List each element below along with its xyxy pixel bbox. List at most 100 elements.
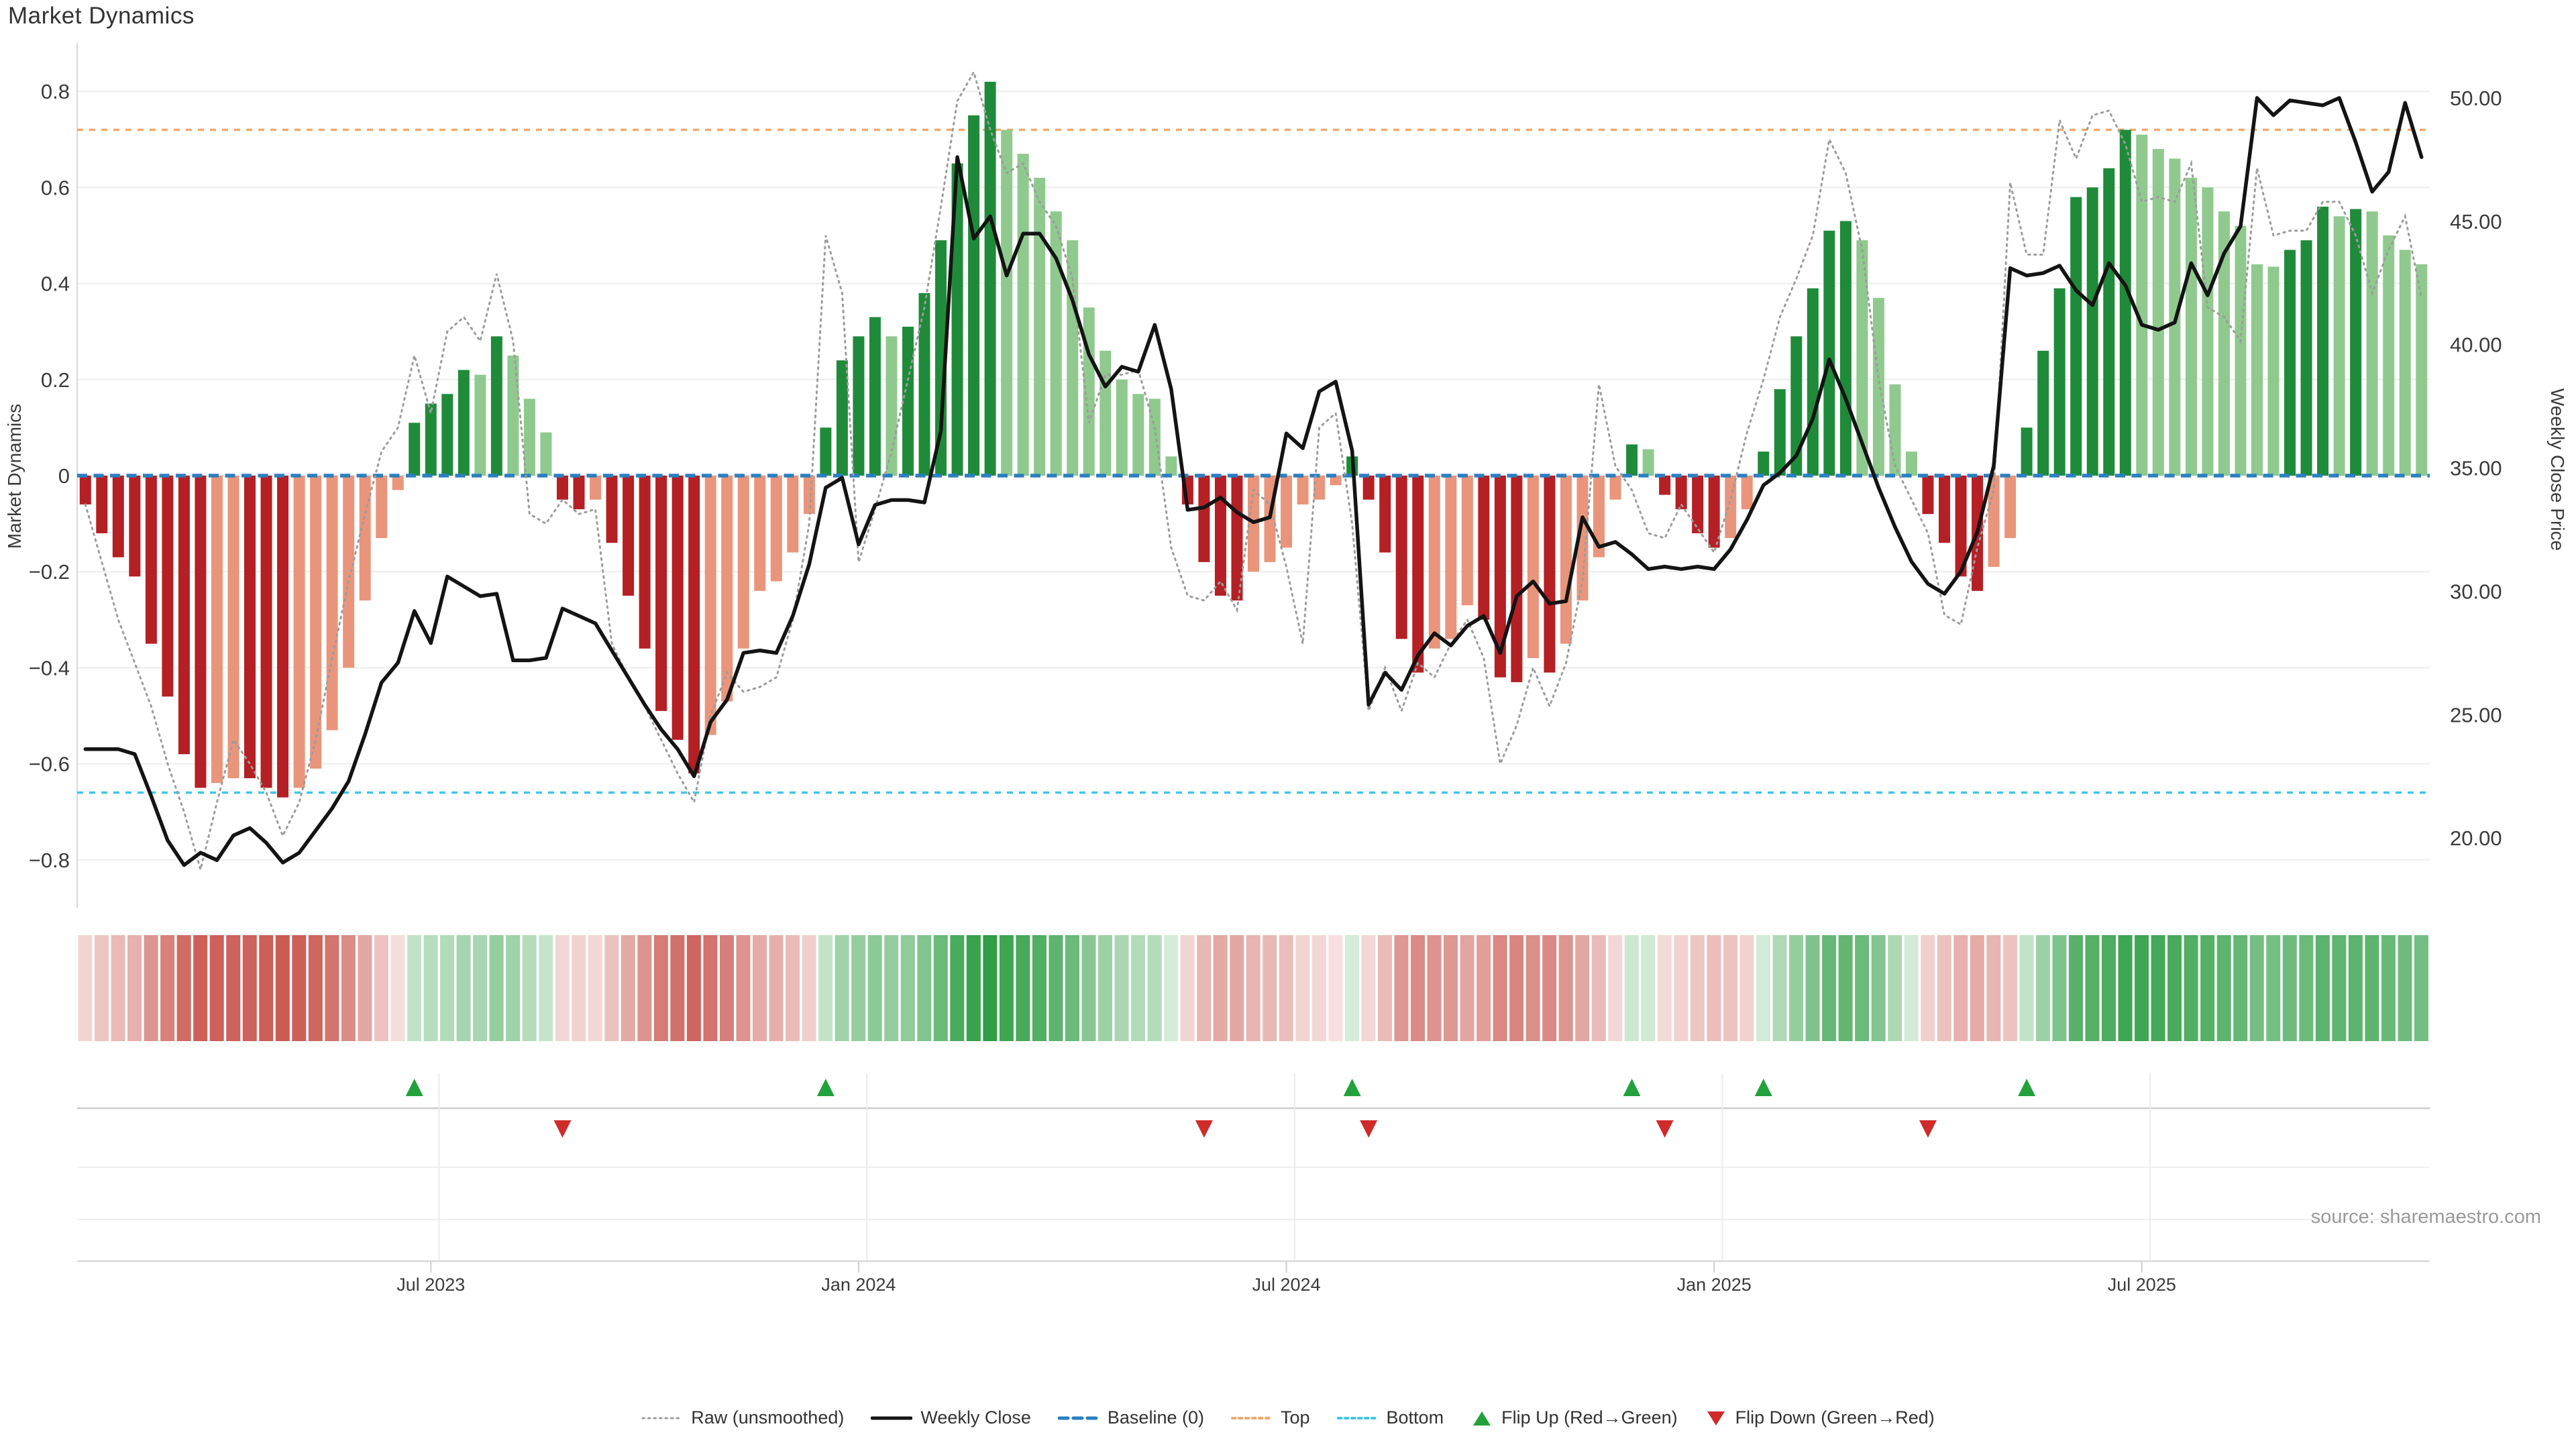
heatmap-cell: [127, 935, 142, 1041]
momentum-bar: [1544, 476, 1556, 673]
momentum-bar: [1872, 298, 1884, 476]
right-axis-tick-label: 30.00: [2450, 580, 2502, 603]
heatmap-cell: [851, 935, 866, 1041]
heatmap-cell: [1246, 935, 1260, 1041]
momentum-bar: [359, 476, 371, 601]
momentum-bar: [195, 476, 207, 788]
momentum-bar: [1494, 476, 1506, 678]
flip-up-marker: [1623, 1079, 1641, 1096]
heatmap-cell: [670, 935, 685, 1041]
momentum-bar: [1067, 240, 1079, 476]
heatmap-cell: [539, 935, 553, 1041]
momentum-bar: [704, 476, 716, 735]
momentum-bar: [1626, 444, 1638, 476]
heatmap-cell: [1377, 935, 1392, 1041]
momentum-bar: [1132, 394, 1144, 476]
momentum-bar: [573, 476, 585, 510]
momentum-bar: [754, 476, 766, 591]
heatmap-cell: [2315, 935, 2330, 1041]
momentum-bar: [2070, 197, 2082, 476]
momentum-bar: [1758, 451, 1770, 476]
left-axis-tick-label: 0: [58, 464, 70, 488]
flip-down-marker: [1919, 1120, 1937, 1138]
momentum-bar: [1790, 336, 1803, 476]
heatmap-cell: [917, 935, 932, 1041]
legend-item-label: Baseline (0): [1107, 1407, 1204, 1428]
heatmap-cell: [374, 935, 388, 1041]
momentum-bar: [672, 476, 684, 740]
flip-down-marker: [553, 1120, 572, 1138]
momentum-bar: [458, 370, 470, 476]
x-axis-tick-label: Jan 2025: [1677, 1275, 1752, 1295]
heatmap-cell: [1690, 935, 1705, 1041]
heatmap-cell: [2052, 935, 2067, 1041]
legend-item-flip-up: Flip Up (Red→Green): [1470, 1407, 1678, 1428]
momentum-bar: [820, 427, 832, 476]
heatmap-cell: [637, 935, 652, 1041]
heatmap-cell: [2118, 935, 2133, 1041]
momentum-bar: [1905, 451, 1917, 476]
momentum-bar: [1839, 221, 1851, 476]
heatmap-cell: [1756, 935, 1771, 1041]
momentum-bar: [951, 163, 963, 476]
momentum-bar: [540, 432, 552, 476]
right-axis-tick-label: 35.00: [2450, 457, 2502, 480]
heatmap-cell: [1739, 935, 1754, 1041]
heatmap-cell: [341, 935, 356, 1041]
momentum-bar: [968, 115, 980, 476]
momentum-bar: [326, 476, 338, 731]
heatmap-cell: [950, 935, 965, 1041]
momentum-bar: [1560, 476, 1572, 644]
legend-item-label: Weekly Close: [920, 1407, 1031, 1428]
heatmap-cell: [1311, 935, 1326, 1041]
momentum-bar: [376, 476, 388, 539]
heatmap-cell: [786, 935, 800, 1041]
left-axis-tick-label: −0.2: [29, 560, 70, 584]
momentum-bar: [606, 476, 618, 543]
heatmap-cell: [144, 935, 158, 1041]
momentum-bar: [145, 476, 157, 644]
heatmap-cell: [2249, 935, 2264, 1041]
momentum-bar: [2333, 216, 2345, 476]
momentum-bar: [556, 476, 568, 500]
heatmap-cell: [1164, 935, 1179, 1041]
momentum-bar: [1395, 476, 1407, 639]
heatmap-cell: [1295, 935, 1310, 1041]
heatmap-cell: [2299, 935, 2314, 1041]
momentum-bar: [623, 476, 635, 596]
heatmap-cell: [1888, 935, 1902, 1041]
heatmap-cell: [1641, 935, 1656, 1041]
momentum-bar: [507, 356, 519, 476]
momentum-bar: [2021, 427, 2033, 476]
momentum-bar: [2185, 178, 2197, 476]
flip-up-icon: [1473, 1411, 1491, 1426]
momentum-bar: [1675, 476, 1687, 510]
legend-item-label: Flip Down (Green→Red): [1735, 1407, 1935, 1428]
heatmap-cell: [1509, 935, 1524, 1041]
momentum-bar: [162, 476, 174, 697]
heatmap-cell: [1707, 935, 1721, 1041]
heatmap-cell: [1263, 935, 1277, 1041]
heatmap-cell: [604, 935, 619, 1041]
right-axis-tick-label: 25.00: [2450, 703, 2502, 727]
heatmap-cell: [1180, 935, 1195, 1041]
left-axis-tick-label: −0.6: [29, 753, 70, 776]
momentum-bar: [853, 336, 865, 476]
flip-down-marker: [1195, 1120, 1213, 1138]
momentum-bar: [211, 476, 223, 784]
momentum-bar: [79, 476, 91, 504]
momentum-bar: [1478, 476, 1490, 620]
heatmap-cell: [2414, 935, 2428, 1041]
momentum-bar: [2267, 266, 2279, 476]
heatmap-cell: [769, 935, 784, 1041]
momentum-bar: [2300, 240, 2312, 476]
heatmap-cell: [1608, 935, 1623, 1041]
momentum-bar: [1922, 476, 1934, 515]
heatmap-cell: [1427, 935, 1442, 1041]
momentum-bar: [112, 476, 124, 557]
momentum-bar: [2235, 225, 2247, 476]
heatmap-cell: [1114, 935, 1129, 1041]
heatmap-cell: [209, 935, 224, 1041]
heatmap-cell: [2184, 935, 2198, 1041]
